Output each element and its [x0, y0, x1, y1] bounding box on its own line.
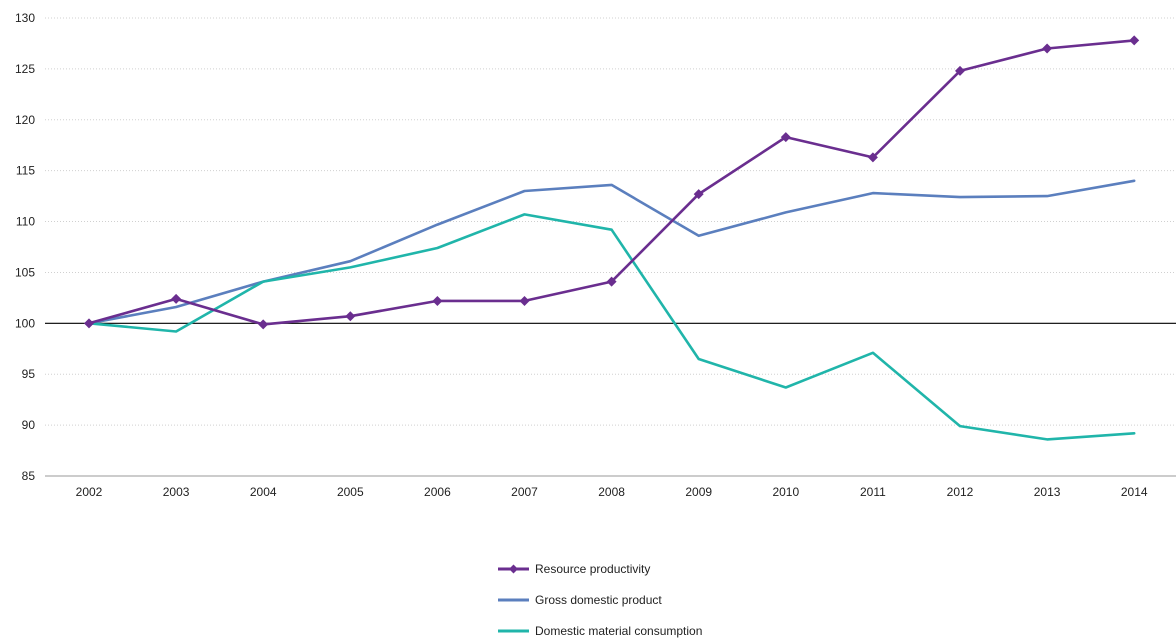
- legend-label: Gross domestic product: [535, 593, 662, 607]
- x-tick-label: 2006: [424, 485, 451, 499]
- legend-label: Resource productivity: [535, 562, 650, 576]
- x-axis: 2002 2003 2004 2005 2006 2007 2008 2009 2010 2011…: [45, 475, 1176, 499]
- x-tick-label: 2010: [772, 485, 799, 499]
- x-tick-label: 2002: [76, 485, 103, 499]
- y-tick-label: 125: [15, 62, 35, 76]
- data-point-marker: [780, 132, 791, 143]
- y-tick-label: 110: [16, 215, 35, 229]
- x-tick-label: 2014: [1121, 485, 1148, 499]
- x-tick-label: 2011: [860, 485, 886, 499]
- data-point-marker: [258, 319, 269, 330]
- data-point-marker: [693, 189, 704, 200]
- y-tick-label: 95: [22, 367, 36, 381]
- y-tick-label: 100: [15, 316, 35, 330]
- y-tick-label: 115: [16, 164, 35, 178]
- gridlines: [45, 17, 1176, 426]
- legend: Resource productivity Gross domestic prod…: [498, 562, 702, 638]
- x-tick-label: 2007: [511, 485, 538, 499]
- x-tick-label: 2003: [163, 485, 190, 499]
- series-line: [87, 179, 1136, 325]
- data-point-marker: [345, 311, 356, 322]
- y-tick-label: 105: [15, 265, 35, 279]
- y-axis-tick-labels: 85 90 95 100 105 110 115 120 125 130: [15, 11, 35, 483]
- x-tick-label: 2005: [337, 485, 364, 499]
- x-tick-label: 2009: [685, 485, 712, 499]
- x-tick-label: 2008: [598, 485, 625, 499]
- data-point-marker: [867, 152, 878, 163]
- data-point-marker: [606, 276, 617, 287]
- legend-marker: [509, 564, 518, 574]
- x-tick-label: 2004: [250, 485, 277, 499]
- data-point-marker: [84, 318, 94, 329]
- data-point-marker: [1042, 43, 1053, 54]
- series-line: [87, 213, 1136, 441]
- x-tick-label: 2012: [947, 485, 974, 499]
- y-tick-label: 120: [15, 113, 35, 127]
- y-tick-label: 90: [22, 418, 36, 432]
- data-point-marker: [1129, 35, 1140, 46]
- data-point-marker: [955, 65, 965, 76]
- y-tick-label: 130: [15, 11, 35, 25]
- data-point-marker: [432, 295, 443, 306]
- legend-label: Domestic material consumption: [535, 624, 702, 638]
- y-tick-label: 85: [22, 469, 36, 483]
- x-tick-label: 2013: [1034, 485, 1061, 499]
- series-lines: [84, 35, 1140, 441]
- data-point-marker: [519, 295, 530, 306]
- data-point-marker: [171, 293, 182, 304]
